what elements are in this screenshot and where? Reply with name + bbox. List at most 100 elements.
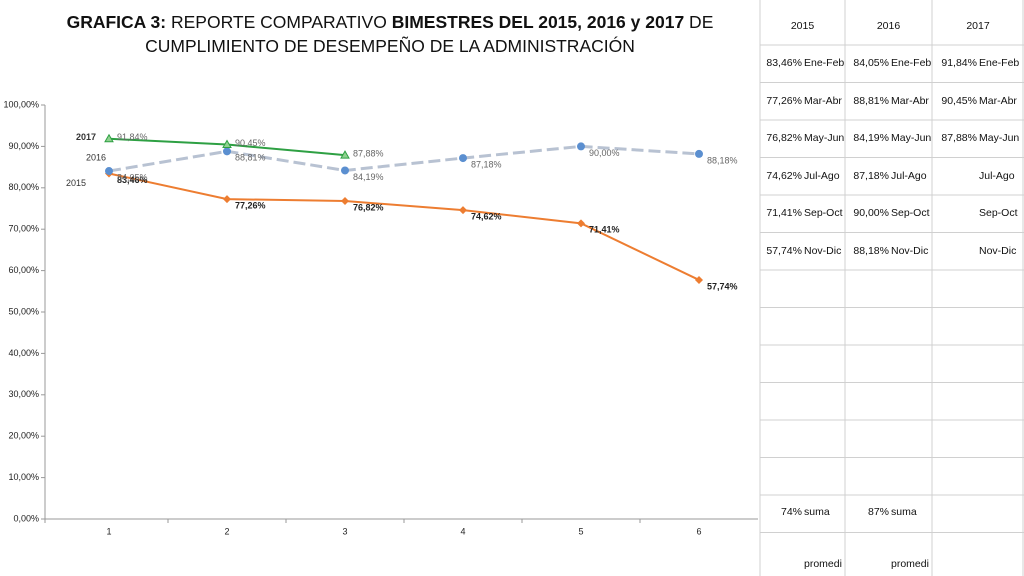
- table-cell: 87,18%: [853, 169, 889, 182]
- data-label: 76,82%: [353, 202, 384, 212]
- title-part: GRAFICA 3:: [66, 12, 167, 32]
- series-name: 2017: [76, 132, 96, 142]
- table-cell: Ene-Feb: [979, 57, 1020, 69]
- data-label: 91,84%: [117, 132, 148, 142]
- data-label: 88,81%: [235, 153, 266, 163]
- table-cell: 76,82%: [766, 132, 802, 144]
- table-cell: Jul-Ago: [804, 169, 840, 182]
- data-label: 71,41%: [589, 225, 620, 235]
- table-cell: Ene-Feb: [804, 57, 844, 69]
- table-cell: Nov-Dic: [891, 244, 929, 257]
- x-tick-label: 3: [342, 526, 347, 536]
- table-cell: 74,62%: [766, 169, 802, 182]
- series-name: 2016: [86, 152, 106, 162]
- point: [222, 139, 232, 149]
- data-label: 87,88%: [353, 149, 384, 159]
- table-cell: Sep-Oct: [891, 207, 930, 219]
- x-tick-label: 6: [696, 526, 701, 536]
- table-cell: Mar-Abr: [804, 94, 842, 107]
- table-cell: 88,81%: [853, 94, 889, 107]
- series-line: [108, 144, 700, 173]
- table-cell: Jul-Ago: [979, 169, 1015, 182]
- x-tick-label: 2: [224, 526, 229, 536]
- table-cell: May-Jun: [891, 132, 931, 144]
- point: [695, 149, 703, 158]
- table-cell: Mar-Abr: [891, 94, 929, 107]
- table-bg: [760, 0, 1024, 576]
- table-cell: Nov-Dic: [979, 244, 1017, 257]
- data-label: 87,18%: [471, 159, 502, 169]
- table-cell: 90,00%: [853, 207, 889, 219]
- table-cell: 2016: [876, 20, 901, 32]
- table-cell: Ene-Feb: [891, 57, 931, 69]
- data-label: 88,18%: [707, 155, 738, 165]
- point: [459, 206, 467, 215]
- table-cell: 90,45%: [941, 94, 977, 107]
- y-tick-label: 100,00%: [3, 99, 39, 109]
- title-part: BIMESTRES DEL 2015, 2016 y 2017: [391, 12, 685, 32]
- table-cell: Nov-Dic: [804, 244, 842, 257]
- table-cell: 87,88%: [941, 132, 977, 144]
- point: [341, 196, 349, 205]
- table-cell: 71,41%: [766, 207, 802, 219]
- y-tick-label: 50,00%: [8, 306, 39, 316]
- table-cell: 87%: [867, 506, 889, 518]
- point: [577, 142, 585, 151]
- table-cell: Mar-Abr: [979, 94, 1017, 107]
- table-cell: May-Jun: [979, 132, 1020, 144]
- data-label: 77,26%: [235, 201, 266, 211]
- x-tick-label: 1: [106, 526, 111, 536]
- table-cell: Sep-Oct: [804, 207, 843, 219]
- series-line: [108, 172, 700, 281]
- table-cell: 57,74%: [766, 244, 802, 257]
- table-cell: 88,18%: [853, 244, 889, 257]
- point: [104, 133, 114, 143]
- table-cell: 83,46%: [766, 57, 802, 69]
- point: [577, 219, 585, 228]
- point: [340, 150, 350, 159]
- table-cell: 91,84%: [941, 57, 977, 69]
- data-label: 57,74%: [707, 281, 738, 291]
- point: [223, 147, 231, 156]
- point: [459, 154, 467, 163]
- point: [105, 167, 113, 176]
- x-tick-label: 5: [578, 526, 583, 536]
- data-label: 90,00%: [589, 148, 620, 158]
- y-tick-label: 40,00%: [8, 348, 39, 358]
- table-cell: 84,19%: [853, 132, 889, 144]
- point: [695, 275, 703, 284]
- chart-title: GRAFICA 3: REPORTE COMPARATIVO BIMESTRES…: [50, 10, 730, 58]
- y-tick-label: 0,00%: [13, 513, 39, 523]
- title-part: REPORTE COMPARATIVO: [166, 12, 392, 32]
- data-label: 90,45%: [235, 138, 266, 148]
- table-cell: Jul-Ago: [891, 169, 927, 182]
- table-cell: 77,26%: [766, 94, 802, 107]
- title-part: DE CUMPLIMIENTO DE DESEMPEÑO DE LA ADMIN…: [145, 12, 714, 56]
- point: [223, 195, 231, 204]
- table-cell: Sep-Oct: [979, 207, 1018, 219]
- y-tick-label: 10,00%: [8, 472, 39, 482]
- y-tick-label: 80,00%: [8, 182, 39, 192]
- data-label: 84,19%: [353, 172, 384, 182]
- table-cell: May-Jun: [804, 132, 844, 144]
- y-tick-label: 70,00%: [8, 224, 39, 234]
- y-tick-label: 20,00%: [8, 431, 39, 441]
- table-cell: promedi: [804, 558, 842, 570]
- data-label: 84,05%: [117, 172, 148, 182]
- data-label: 74,62%: [471, 211, 502, 221]
- series-name: 2015: [66, 178, 86, 188]
- table-cell: suma: [804, 506, 830, 518]
- table-cell: suma: [891, 506, 917, 518]
- table-cell: 84,05%: [853, 57, 889, 69]
- table-cell: promedi: [891, 558, 929, 570]
- table-cell: 74%: [780, 506, 802, 518]
- table-cell: 2017: [966, 20, 990, 32]
- table-cell: 2015: [790, 20, 815, 32]
- y-tick-label: 60,00%: [8, 265, 39, 275]
- point: [341, 166, 349, 175]
- y-tick-label: 30,00%: [8, 389, 39, 399]
- y-tick-label: 90,00%: [8, 141, 39, 151]
- x-tick-label: 4: [460, 526, 465, 536]
